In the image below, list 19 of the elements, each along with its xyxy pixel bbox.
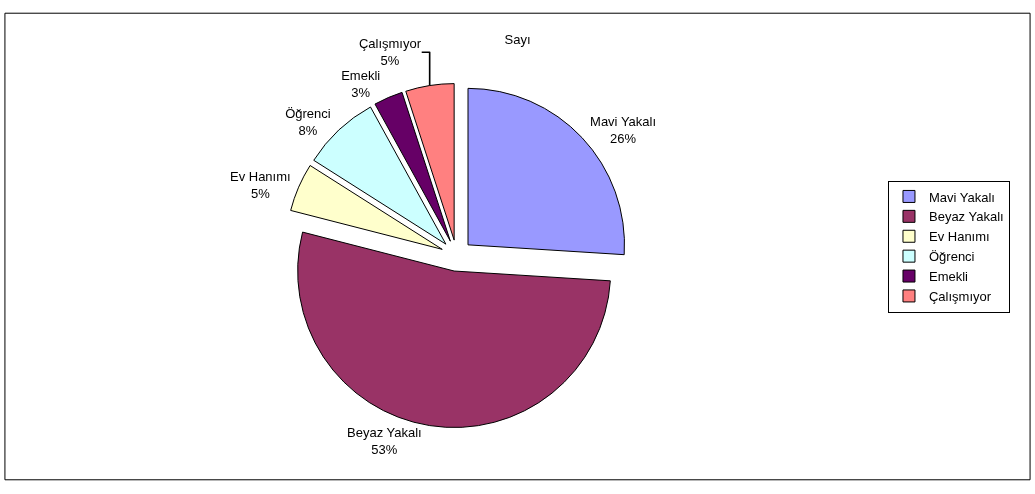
data-label: 26%: [610, 131, 637, 147]
slice-label: Ev Hanımı: [229, 168, 291, 184]
legend-label: Öğrenci: [928, 249, 975, 265]
legend-label: Beyaz Yakalı: [928, 209, 1004, 225]
legend-label: Mavi Yakalı: [928, 189, 995, 205]
chart-title: Sayı: [504, 31, 531, 47]
slice-label: Öğrenci: [285, 105, 331, 121]
data-label: 53%: [371, 442, 398, 458]
data-label: 5%: [380, 53, 400, 69]
slice-label: Mavi Yakalı: [590, 114, 657, 130]
slice-label: Emekli: [341, 68, 381, 84]
legend-label: Emekli: [928, 269, 969, 285]
slice-label: Beyaz Yakalı: [347, 425, 422, 441]
data-label: 5%: [250, 185, 271, 201]
data-label: 3%: [351, 85, 371, 101]
legend-label: Çalışmıyor: [928, 289, 992, 305]
legend-label: Ev Hanımı: [928, 229, 990, 245]
slice-label: Çalışmıyor: [358, 36, 422, 52]
data-label: 8%: [298, 122, 318, 138]
